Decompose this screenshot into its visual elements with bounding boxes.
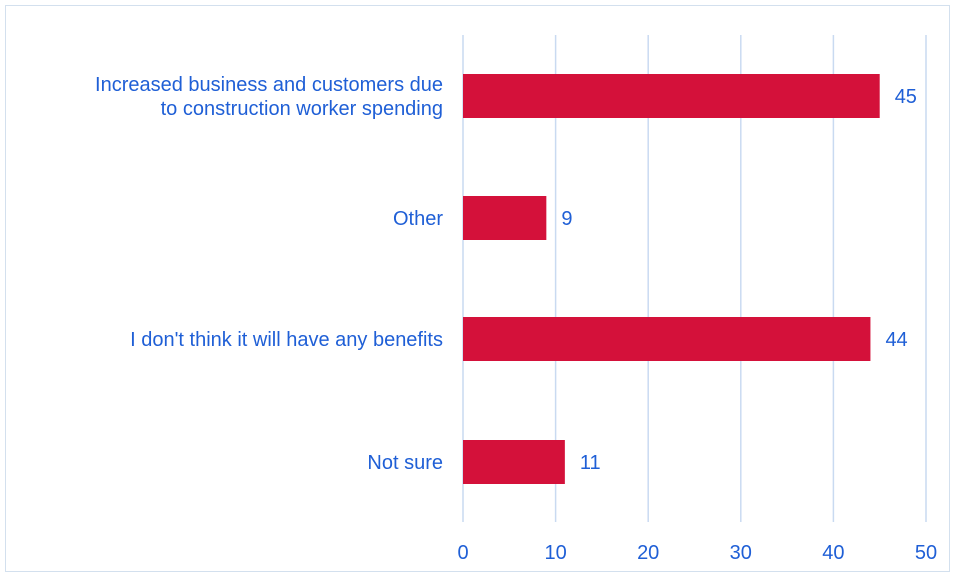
data-labels: 45 9 44 11 bbox=[561, 86, 917, 474]
category-label: I don't think it will have any benefits bbox=[130, 329, 443, 351]
x-tick-label: 50 bbox=[915, 542, 937, 564]
data-label: 45 bbox=[895, 86, 917, 108]
x-axis-ticks: 0 10 20 30 40 50 bbox=[457, 542, 937, 564]
x-tick-label: 10 bbox=[544, 542, 566, 564]
category-label: Not sure bbox=[367, 452, 443, 474]
category-label: to construction worker spending bbox=[161, 98, 443, 120]
bar bbox=[463, 74, 880, 118]
category-label: Other bbox=[393, 208, 443, 230]
x-tick-label: 40 bbox=[822, 542, 844, 564]
data-label: 9 bbox=[561, 208, 572, 230]
data-label: 44 bbox=[885, 329, 907, 351]
bar bbox=[463, 196, 547, 240]
bar bbox=[463, 317, 871, 361]
category-label: Increased business and customers due bbox=[95, 74, 443, 96]
x-tick-label: 30 bbox=[730, 542, 752, 564]
x-tick-label: 0 bbox=[457, 542, 468, 564]
bars bbox=[463, 74, 880, 484]
bar bbox=[463, 440, 565, 484]
x-tick-label: 20 bbox=[637, 542, 659, 564]
data-label: 11 bbox=[580, 452, 601, 474]
